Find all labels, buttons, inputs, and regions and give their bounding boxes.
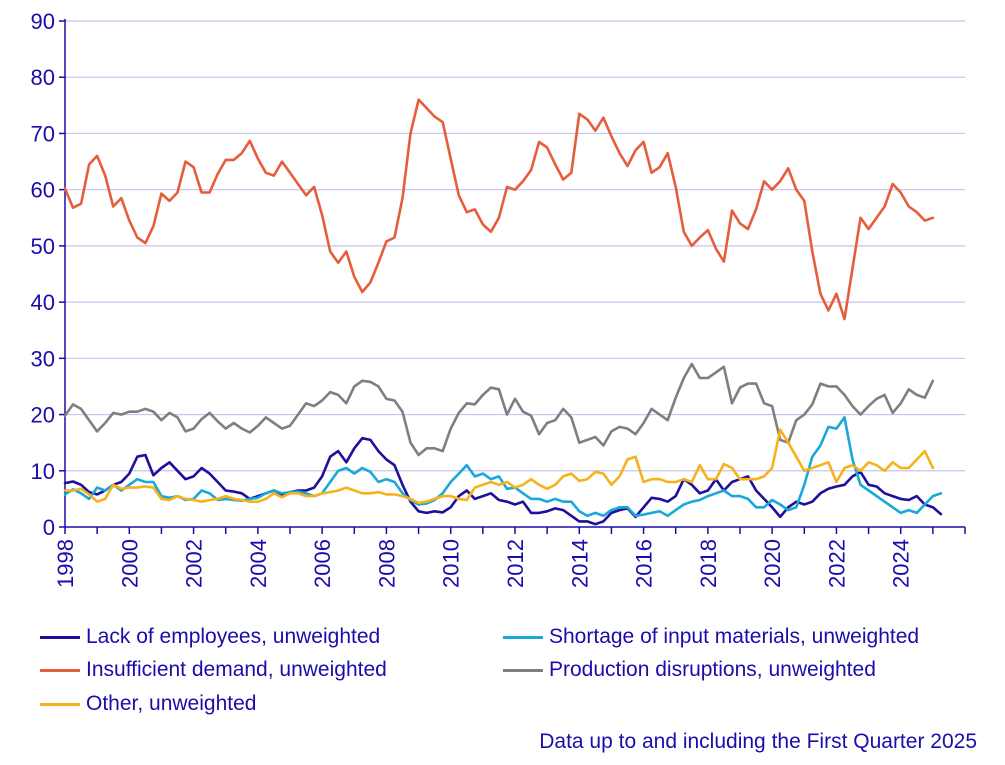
y-tick-label: 30 <box>31 346 55 371</box>
legend-item-lack-of-employees: Lack of employees, unweighted <box>40 620 380 654</box>
series-line-insufficient-demand <box>63 98 935 321</box>
axes <box>59 19 966 534</box>
x-tick-label: 2012 <box>503 539 528 588</box>
series-line-lack-of-employees <box>63 436 943 526</box>
legend-label-production-disruptions: Production disruptions, unweighted <box>549 658 876 681</box>
y-tick-label: 70 <box>31 121 55 146</box>
y-tick-label: 0 <box>43 515 55 540</box>
legend-label-lack-of-employees: Lack of employees, unweighted <box>86 625 381 648</box>
x-tick-label: 2020 <box>760 539 785 588</box>
x-tick-label: 2018 <box>696 539 721 588</box>
legend-label-other: Other, unweighted <box>86 692 257 715</box>
x-tick-label: 2006 <box>310 539 335 588</box>
x-tick-label: 2008 <box>374 539 399 588</box>
legend-item-other: Other, unweighted <box>40 687 256 721</box>
x-tick-label: 2000 <box>117 539 142 588</box>
y-tick-label: 10 <box>31 459 55 484</box>
series-line-other <box>63 428 935 505</box>
x-tick-label: 2016 <box>632 539 657 588</box>
y-tick-label: 90 <box>31 9 55 34</box>
legend-label-shortage-of-input-materials: Shortage of input materials, unweighted <box>549 625 920 648</box>
legend-swatch-lack-of-employees <box>40 635 80 639</box>
legend-swatch-production-disruptions <box>503 668 543 672</box>
x-tick-label: 2024 <box>889 539 914 588</box>
series-line-production-disruptions <box>63 362 935 457</box>
y-tick-label: 80 <box>31 65 55 90</box>
legend-swatch-shortage-of-input-materials <box>503 635 543 639</box>
legend: Lack of employees, unweighted Shortage o… <box>0 616 1005 726</box>
gridlines <box>65 20 965 472</box>
y-tick-label: 50 <box>31 234 55 259</box>
legend-swatch-other <box>40 702 80 706</box>
line-chart: 0 10 20 30 40 50 60 70 80 90 1998 2000 2002 2004 2006… <box>31 9 966 588</box>
y-tick-label: 20 <box>31 403 55 428</box>
y-tick-label: 60 <box>31 178 55 203</box>
legend-item-insufficient-demand: Insufficient demand, unweighted <box>40 653 387 687</box>
legend-item-shortage-of-input-materials: Shortage of input materials, unweighted <box>503 620 919 654</box>
y-axis-tick-labels: 0 10 20 30 40 50 60 70 80 90 <box>31 9 55 540</box>
y-tick-label: 40 <box>31 290 55 315</box>
x-tick-label: 2014 <box>567 539 592 588</box>
x-tick-label: 2022 <box>824 539 849 588</box>
x-axis-tick-labels: 1998 2000 2002 2004 2006 2008 2010 2012 2014 2016… <box>53 539 914 588</box>
x-tick-label: 2010 <box>439 539 464 588</box>
x-tick-label: 2004 <box>246 539 271 588</box>
legend-label-insufficient-demand: Insufficient demand, unweighted <box>86 658 387 681</box>
x-tick-label: 2002 <box>182 539 207 588</box>
legend-swatch-insufficient-demand <box>40 668 80 672</box>
data-note: Data up to and including the First Quart… <box>539 730 977 753</box>
legend-item-production-disruptions: Production disruptions, unweighted <box>503 653 876 687</box>
x-tick-label: 1998 <box>53 539 78 588</box>
series-lines <box>63 98 943 526</box>
